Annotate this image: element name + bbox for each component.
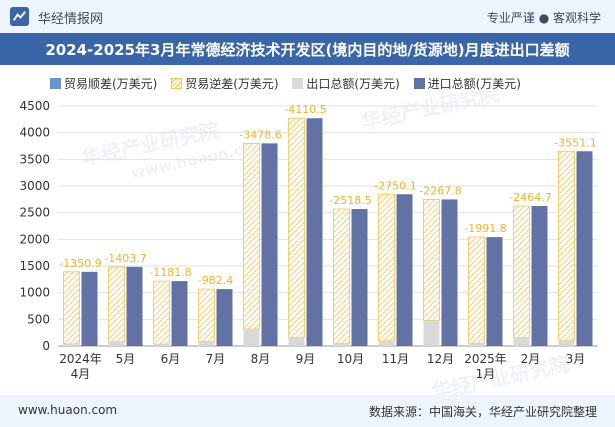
chart-title: 2024-2025年3月年常德经济技术开发区(境内目的地/货源地)月度进出口差额	[45, 41, 570, 59]
bar-export	[333, 343, 350, 346]
chart-legend: 贸易顺差(万美元) 贸易逆差(万美元) 出口总额(万美元) 进口总额(万美元)	[50, 75, 531, 91]
footer-bar: www.huaon.com 数据来源：中国海关，华经产业研究院整理	[0, 395, 615, 427]
bar-deficit	[423, 199, 440, 321]
data-label: -4110.5	[284, 103, 326, 116]
data-label: -3551.1	[554, 136, 596, 149]
bar-import	[171, 281, 188, 346]
bar-export	[288, 337, 305, 346]
bar-export	[243, 328, 260, 346]
y-tick-label: 4000	[19, 126, 50, 140]
y-tick-label: 1000	[19, 286, 50, 300]
bar-deficit	[153, 280, 170, 345]
y-tick-label: 4500	[19, 99, 50, 113]
bar-deficit	[288, 117, 305, 338]
y-tick-label: 3000	[19, 179, 50, 193]
legend-item-export: 出口总额(万美元)	[292, 75, 400, 92]
bar-deficit	[513, 205, 530, 338]
huajing-logo-icon	[10, 7, 29, 26]
legend-item-deficit: 贸易逆差(万美元)	[171, 75, 279, 92]
bar-import	[81, 271, 98, 346]
bar-import	[576, 151, 593, 346]
bar-export	[198, 341, 215, 346]
bar-export	[378, 340, 395, 346]
x-tick-label: 4月	[71, 367, 91, 381]
tagline: 专业严谨 ● 客观科学	[486, 11, 601, 25]
data-label: -2464.7	[509, 191, 551, 204]
legend-item-import: 进口总额(万美元)	[413, 75, 521, 92]
x-tick-label: 2月	[521, 352, 541, 366]
data-label: -1991.8	[464, 222, 506, 235]
bar-deficit	[198, 288, 215, 342]
bar-import	[351, 209, 368, 346]
y-tick-label: 2500	[19, 206, 50, 220]
legend-label-deficit: 贸易逆差(万美元)	[185, 77, 279, 91]
data-label: -1181.8	[149, 266, 191, 279]
bar-import	[396, 194, 413, 346]
legend-swatch-surplus	[50, 78, 61, 89]
bar-deficit	[378, 193, 395, 342]
x-tick-label: 5月	[116, 352, 136, 366]
bar-deficit	[243, 143, 260, 330]
legend-swatch-import	[413, 78, 425, 89]
y-tick-label: 3500	[19, 152, 50, 166]
legend-swatch-export	[292, 78, 304, 89]
data-label: -2750.1	[374, 179, 416, 192]
x-tick-label: 1月	[476, 367, 496, 381]
data-label: -1403.7	[104, 252, 146, 265]
data-label: -2267.8	[419, 184, 461, 197]
x-tick-label: 7月	[206, 352, 226, 366]
bar-export	[153, 344, 170, 346]
title-bar: 2024-2025年3月年常德经济技术开发区(境内目的地/货源地)月度进出口差额	[0, 33, 615, 65]
brand-name: 华经情报网	[38, 12, 104, 27]
data-label: -1350.9	[59, 257, 101, 270]
bar-deficit	[108, 266, 125, 343]
bar-deficit	[63, 271, 80, 345]
x-tick-label: 11月	[382, 352, 409, 366]
bar-import	[306, 118, 323, 347]
legend-item-surplus: 贸易顺差(万美元)	[50, 75, 157, 92]
bar-deficit	[468, 236, 485, 344]
y-tick-label: 2000	[19, 232, 50, 246]
top-bar: 华经情报网 专业严谨 ● 客观科学	[0, 0, 615, 33]
y-tick-label: 500	[27, 312, 50, 326]
bar-import	[126, 266, 143, 346]
x-tick-label: 3月	[566, 352, 586, 366]
x-tick-label: 2024年	[59, 352, 102, 366]
x-tick-label: 10月	[337, 352, 364, 366]
bar-export	[108, 341, 125, 346]
x-tick-label: 8月	[251, 352, 271, 366]
bar-import	[441, 199, 458, 346]
bar-export	[513, 337, 530, 346]
bar-export	[63, 343, 80, 346]
bar-import	[531, 206, 548, 346]
x-tick-label: 9月	[296, 352, 316, 366]
legend-label-surplus: 贸易顺差(万美元)	[64, 77, 158, 91]
x-tick-label: 2025年	[464, 352, 507, 366]
bar-import	[486, 237, 503, 346]
y-tick-label: 0	[42, 339, 50, 353]
bar-export	[558, 340, 575, 346]
bar-import	[216, 289, 233, 346]
y-tick-label: 1500	[19, 259, 50, 273]
bar-deficit	[558, 150, 575, 342]
data-label: -3478.6	[239, 128, 281, 141]
bar-import	[261, 143, 278, 346]
legend-label-import: 进口总额(万美元)	[427, 77, 521, 91]
bar-export	[468, 343, 485, 346]
footer-data-source: 数据来源：中国海关，华经产业研究院整理	[368, 405, 597, 419]
data-label: -2518.5	[329, 194, 371, 207]
footer-site-url: www.huaon.com	[18, 403, 118, 417]
data-label: -982.4	[198, 274, 233, 287]
x-tick-label: 6月	[161, 352, 181, 366]
x-tick-label: 12月	[427, 352, 454, 366]
legend-label-export: 出口总额(万美元)	[306, 77, 400, 91]
legend-swatch-deficit	[171, 78, 183, 89]
bar-deficit	[333, 208, 350, 344]
bar-export	[423, 320, 440, 346]
